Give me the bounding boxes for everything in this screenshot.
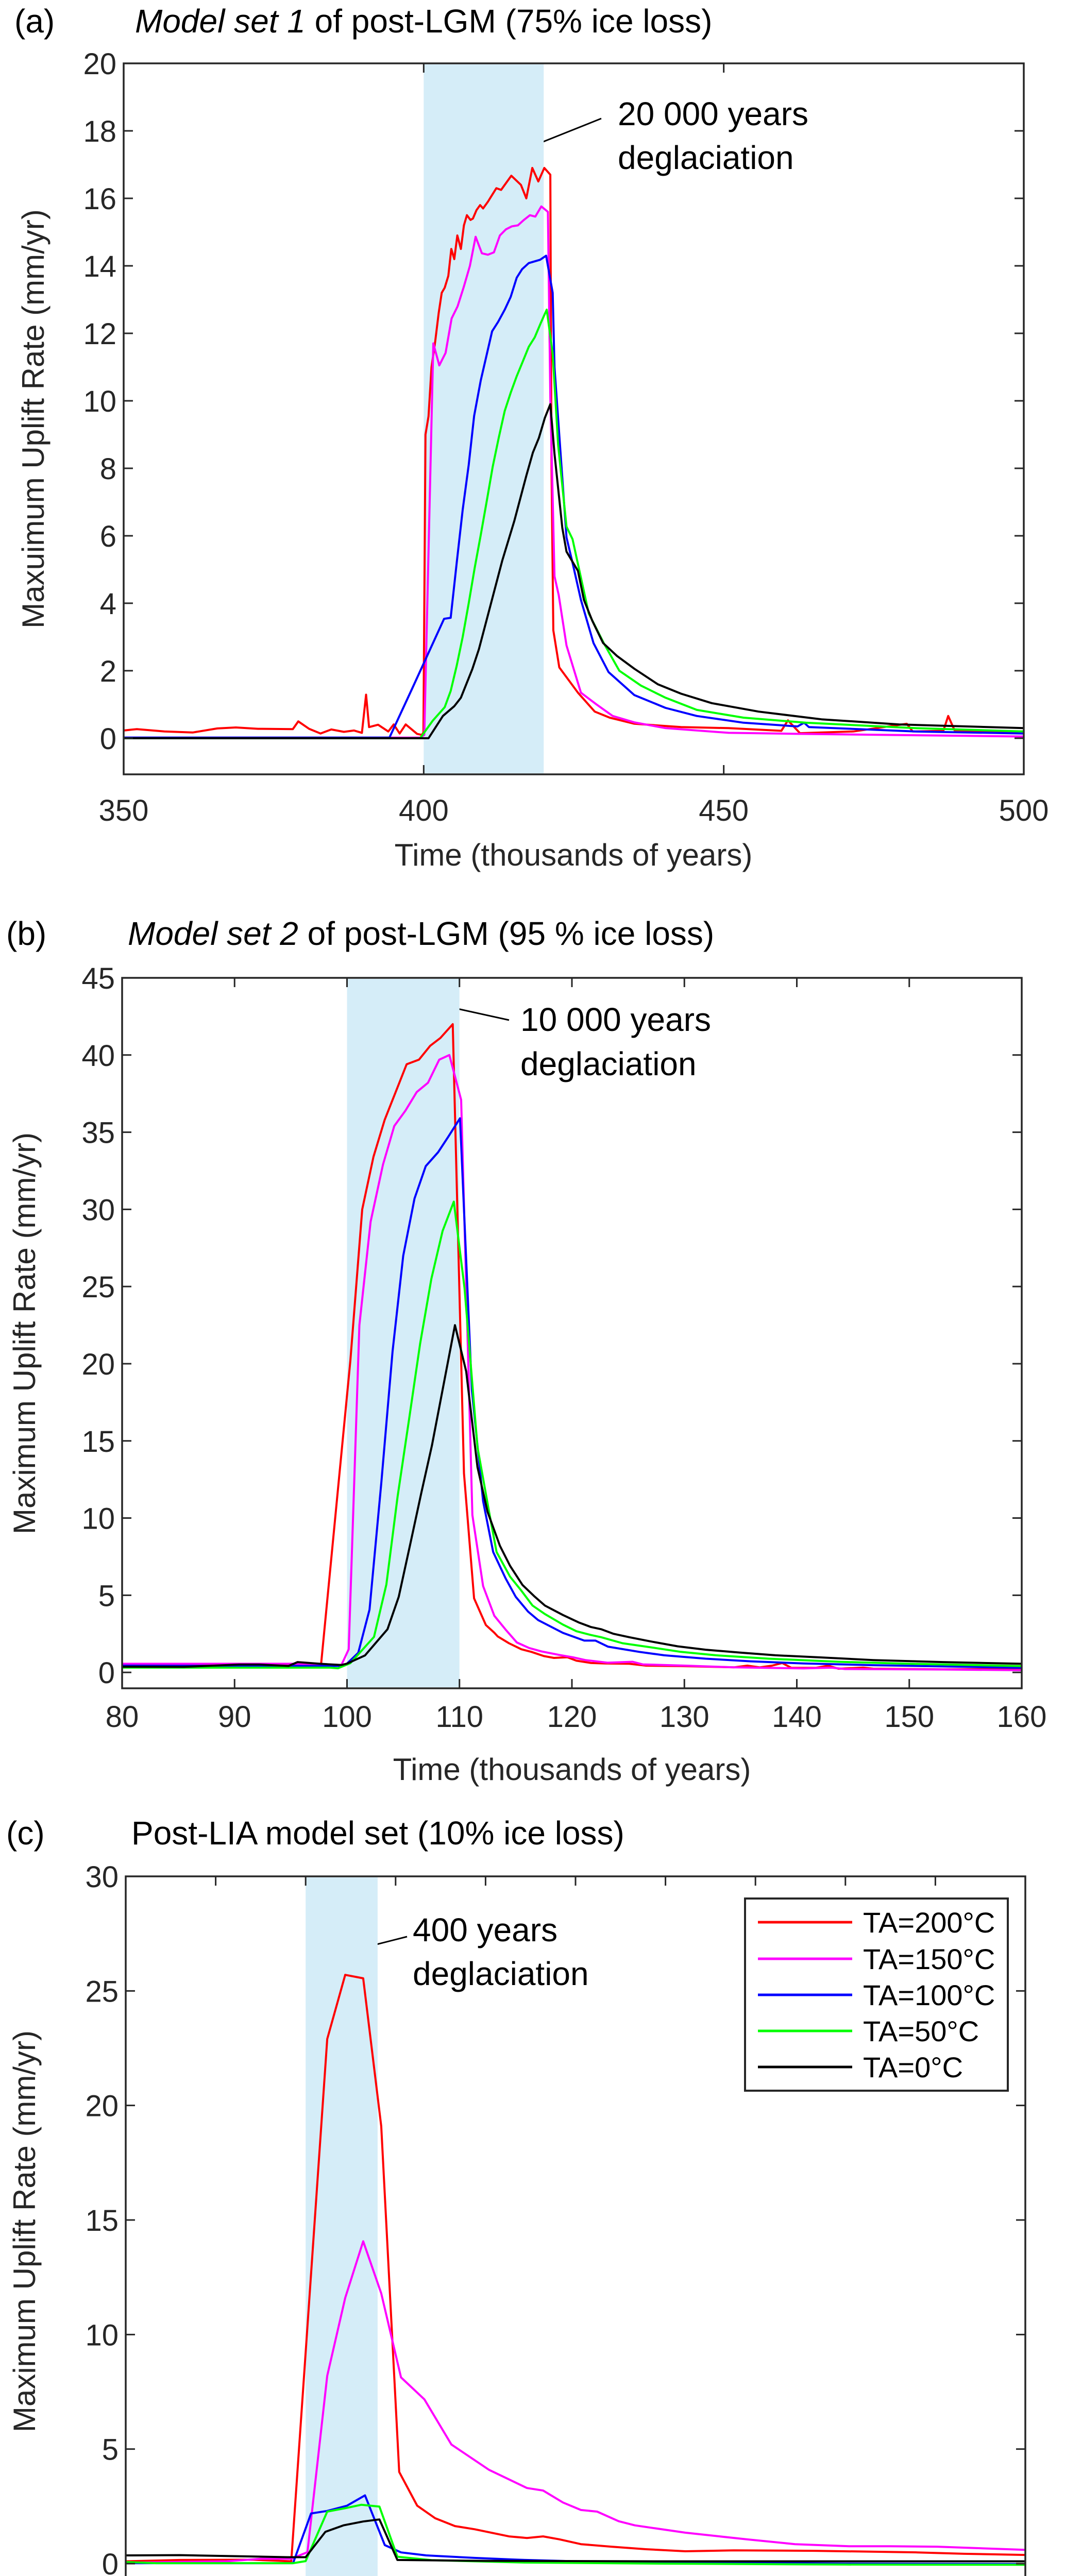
panel-c-plot: 9999.5100100.5101101.5102102.5103103.510… — [85, 1860, 1026, 2576]
panel-b-xtick-label: 110 — [436, 1700, 483, 1734]
panel-b-series-ta150 — [122, 1054, 1022, 1671]
panel-a-deglaciation-shade — [424, 64, 544, 773]
legend-label-ta50: TA=50°C — [863, 2015, 979, 2047]
panel-c-series-ta150 — [125, 2240, 1026, 2564]
panel-c-ytick-label: 0 — [102, 2548, 119, 2576]
panel-a-series-ta150 — [124, 205, 1024, 739]
panel-b-ytick-label: 15 — [81, 1425, 115, 1459]
panel-b-ytick-label: 40 — [81, 1039, 115, 1073]
panel-b-ytick-label: 25 — [81, 1270, 115, 1304]
panel-c-ytick-label: 5 — [102, 2433, 119, 2467]
panel-a-xtick-label: 450 — [699, 794, 749, 827]
panel-b-annotation-line1: 10 000 years — [520, 1001, 711, 1038]
panel-c-letter: (c) — [6, 1815, 45, 1852]
panel-a: (a) Model set 1 of post-LGM (75% ice los… — [14, 3, 808, 872]
panel-a-series-ta100 — [124, 255, 1024, 739]
panel-a-ytick-label: 8 — [100, 452, 116, 486]
panel-c-ytick-label: 30 — [85, 1860, 119, 1894]
panel-a-annotation-line1: 20 000 years — [618, 95, 808, 132]
panel-b-series-ta200 — [122, 1023, 1022, 1671]
panel-a-xtick-label: 350 — [99, 794, 149, 827]
panel-b-plot: 80 90 100 110 120 130 140 150 160 0 5 10 15 20 25 30 35 4… — [81, 962, 1046, 1734]
panel-b-series-ta50 — [122, 1200, 1022, 1670]
panel-b-ytick-label: 0 — [98, 1656, 115, 1690]
panel-a-ytick-label: 12 — [83, 317, 116, 351]
panel-a-ytick-label: 14 — [83, 250, 116, 283]
panel-a-xtick-label: 500 — [999, 794, 1049, 827]
panel-b-ytick-label: 20 — [81, 1348, 115, 1381]
panel-a-xtick-label: 400 — [399, 794, 449, 827]
panel-b-xtick-label: 80 — [106, 1700, 139, 1734]
panel-a-title-italic: Model set 1 — [135, 3, 306, 40]
panel-a-annotation-line2: deglaciation — [618, 139, 794, 176]
panel-c-ytick-label: 10 — [85, 2318, 119, 2352]
panel-b-title-italic: Model set 2 — [128, 915, 298, 952]
panel-c-series-ta200 — [125, 1974, 1026, 2563]
panel-c-ylabel: Maximum Uplift Rate (mm/yr) — [7, 2030, 42, 2432]
panel-a-ytick-label: 0 — [100, 722, 116, 756]
panel-a-title: Model set 1 of post-LGM (75% ice loss) — [135, 3, 712, 40]
panel-b-ytick-label: 30 — [81, 1193, 115, 1227]
panel-b-xtick-label: 90 — [218, 1700, 251, 1734]
panel-b-xtick-label: 120 — [547, 1700, 597, 1734]
panel-a-ytick-label: 20 — [83, 47, 116, 81]
panel-a-ytick-label: 10 — [83, 385, 116, 418]
panel-b-xtick-label: 140 — [772, 1700, 822, 1734]
panel-a-ytick-label: 16 — [83, 182, 116, 216]
panel-c-title: Post-LIA model set (10% ice loss) — [131, 1815, 624, 1852]
panel-c-ytick-label: 15 — [85, 2204, 119, 2238]
panel-c: (c) Post-LIA model set (10% ice loss) Ti… — [6, 1815, 624, 2432]
panel-a-title-rest: of post-LGM (75% ice loss) — [306, 3, 713, 40]
panel-a-series-ta0 — [124, 403, 1024, 739]
panel-b-title-rest: of post-LGM (95 % ice loss) — [298, 915, 714, 952]
legend-label-ta0: TA=0°C — [863, 2051, 963, 2083]
panel-b-series-ta0 — [122, 1324, 1022, 1668]
panel-c-legend: TA=200°C TA=150°C TA=100°C TA=50°C TA=0°… — [744, 1897, 1009, 2092]
panel-a-xlabel: Time (thousands of years) — [395, 838, 753, 872]
panel-a-ytick-label: 6 — [100, 520, 116, 553]
panel-b-ytick-label: 45 — [81, 962, 115, 995]
panel-c-ytick-label: 25 — [85, 1975, 119, 2008]
panel-b-deglaciation-shade — [347, 979, 460, 1687]
panel-c-annotation-line1: 400 years — [413, 1911, 557, 1948]
panel-b-title: Model set 2 of post-LGM (95 % ice loss) — [128, 915, 714, 952]
panel-a-ytick-label: 18 — [83, 115, 116, 148]
panel-c-ytick-label: 20 — [85, 2090, 119, 2123]
panel-b-xtick-label: 130 — [660, 1700, 709, 1734]
panel-b-xtick-label: 160 — [997, 1700, 1047, 1734]
legend-label-ta200: TA=200°C — [863, 1906, 995, 1939]
panel-a-series-ta200 — [123, 167, 1024, 736]
panel-b-axes-frame — [121, 977, 1023, 1689]
panel-b-ytick-label: 5 — [98, 1579, 115, 1613]
legend-label-ta150: TA=150°C — [863, 1943, 995, 1975]
panel-c-annotation-line2: deglaciation — [413, 1955, 589, 1992]
panel-b-series-ta100 — [122, 1117, 1022, 1669]
panel-b: (b) Model set 2 of post-LGM (95 % ice lo… — [6, 915, 751, 1787]
legend-label-ta100: TA=100°C — [863, 1979, 995, 2011]
panel-b-ytick-label: 35 — [81, 1116, 115, 1150]
panel-a-series-ta50 — [124, 309, 1024, 739]
panel-a-plot: 350 400 450 500 0 2 4 6 8 10 12 14 16 18 20 — [83, 47, 1049, 827]
panel-c-series-ta100 — [126, 2494, 1026, 2565]
panel-b-xtick-label: 100 — [322, 1700, 372, 1734]
panel-c-series-ta50 — [125, 2503, 1026, 2566]
panel-b-letter: (b) — [6, 915, 46, 952]
panel-a-axes-frame — [123, 62, 1025, 775]
panel-a-ylabel: Maxuimum Uplift Rate (mm/yr) — [16, 209, 50, 628]
panel-b-ytick-label: 10 — [81, 1502, 115, 1536]
panel-c-title-rest: Post-LIA model set (10% ice loss) — [131, 1815, 624, 1852]
panel-a-ytick-label: 2 — [100, 655, 116, 688]
panel-c-series-ta0 — [125, 2518, 1025, 2563]
panel-b-xtick-label: 150 — [884, 1700, 934, 1734]
panel-a-ytick-label: 4 — [100, 587, 116, 621]
panel-a-letter: (a) — [14, 3, 55, 40]
panel-b-xlabel: Time (thousands of years) — [393, 1752, 751, 1787]
panel-b-ylabel: Maximum Uplift Rate (mm/yr) — [7, 1132, 42, 1534]
panel-b-annotation-line2: deglaciation — [520, 1045, 697, 1082]
